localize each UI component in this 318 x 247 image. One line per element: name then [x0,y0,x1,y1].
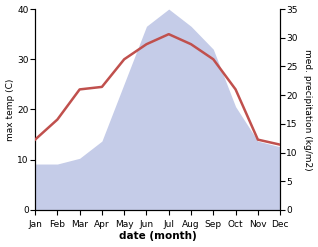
Y-axis label: max temp (C): max temp (C) [5,78,15,141]
Y-axis label: med. precipitation (kg/m2): med. precipitation (kg/m2) [303,49,313,170]
X-axis label: date (month): date (month) [119,231,197,242]
